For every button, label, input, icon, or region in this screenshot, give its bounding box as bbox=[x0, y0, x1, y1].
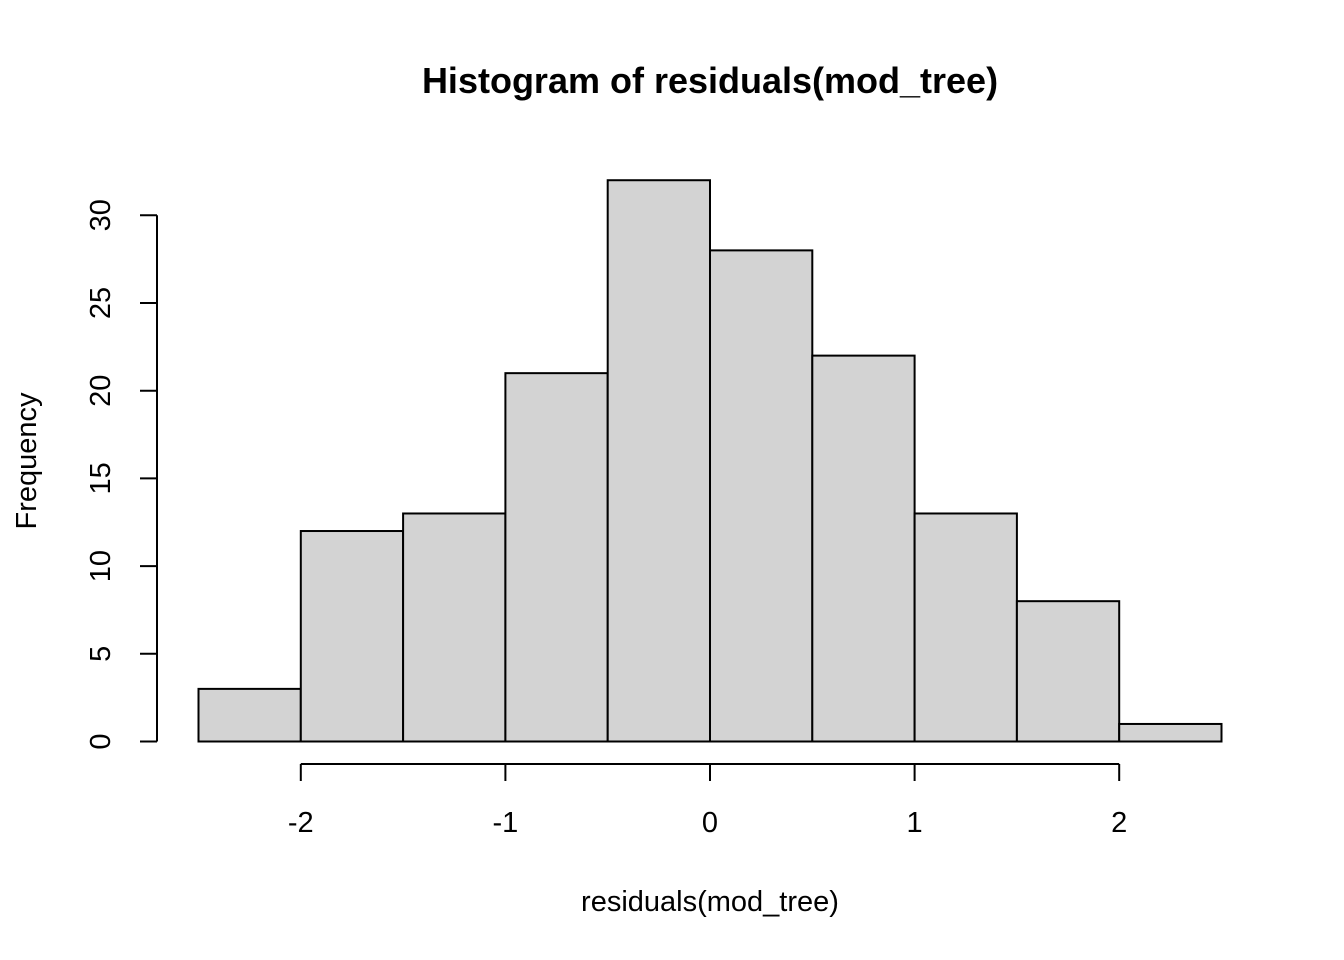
x-axis: -2 -1 0 1 2 bbox=[288, 763, 1127, 839]
y-axis-label: Frequency bbox=[11, 392, 43, 530]
y-axis: 0 5 10 15 20 25 30 bbox=[85, 199, 158, 750]
x-tick-label: 1 bbox=[907, 807, 923, 839]
y-tick-label: 30 bbox=[85, 199, 117, 231]
histogram-bar bbox=[606, 179, 712, 743]
histogram-bar bbox=[504, 372, 609, 743]
histogram-bar bbox=[1015, 600, 1121, 743]
histogram-bar bbox=[197, 687, 302, 743]
histogram-bar bbox=[811, 354, 916, 743]
bars-group bbox=[197, 179, 1223, 743]
y-tick-label: 25 bbox=[85, 287, 117, 319]
x-tick-label: 0 bbox=[702, 807, 718, 839]
histogram-bar bbox=[299, 530, 405, 743]
y-tick-label: 20 bbox=[85, 375, 117, 407]
histogram-bar bbox=[709, 249, 814, 743]
chart-title: Histogram of residuals(mod_tree) bbox=[422, 60, 998, 101]
histogram-bar bbox=[402, 512, 507, 743]
x-tick-label: 2 bbox=[1111, 807, 1127, 839]
y-tick-label: 5 bbox=[85, 646, 117, 662]
x-axis-label: residuals(mod_tree) bbox=[581, 886, 839, 918]
y-tick-label: 0 bbox=[85, 733, 117, 749]
x-tick-label: -1 bbox=[493, 807, 519, 839]
y-tick-label: 15 bbox=[85, 462, 117, 494]
histogram-bar bbox=[1118, 722, 1223, 743]
histogram-bar bbox=[913, 512, 1018, 743]
y-tick-label: 10 bbox=[85, 550, 117, 582]
x-tick-label: -2 bbox=[288, 807, 314, 839]
